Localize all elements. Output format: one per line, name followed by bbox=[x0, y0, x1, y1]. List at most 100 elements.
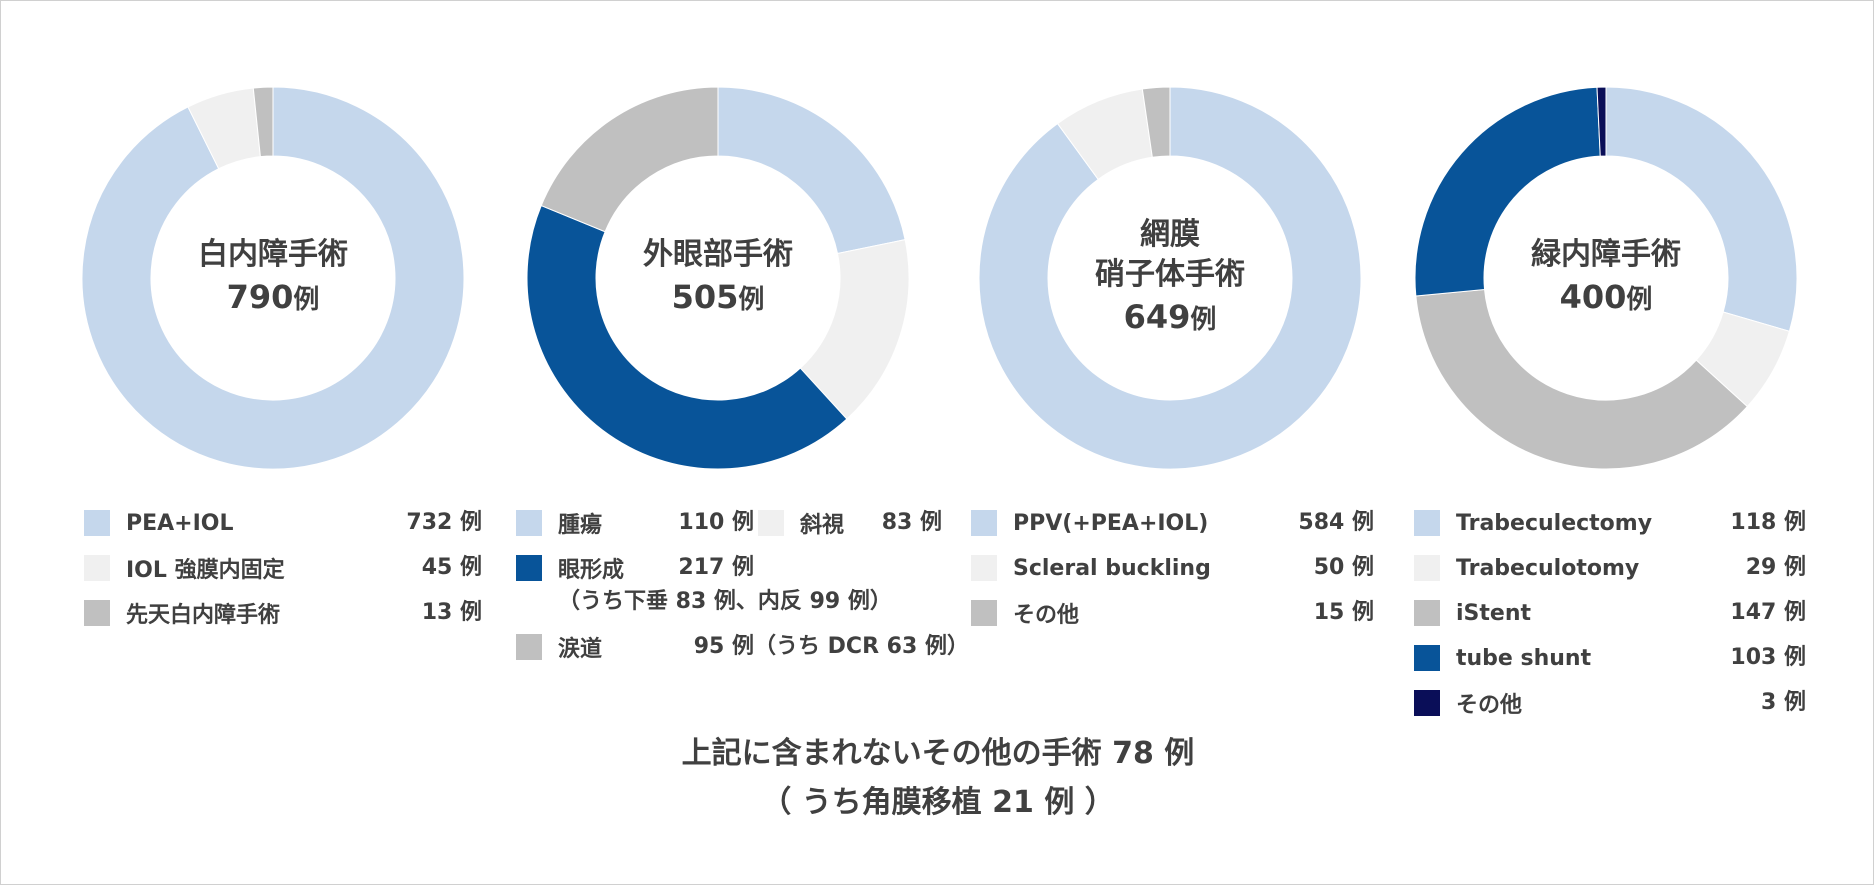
legend-value: 103 例 bbox=[1730, 645, 1806, 670]
donut-slice-0 bbox=[81, 86, 465, 470]
donut-svg-retina bbox=[978, 86, 1362, 470]
legend-item: Trabeculotomy bbox=[1414, 553, 1639, 583]
legend-sub-note: （うち DCR 63 例） bbox=[754, 634, 969, 659]
legend-value: 29 例 bbox=[1745, 555, 1806, 580]
chart-total: 400例 bbox=[1560, 275, 1653, 322]
legend-swatch bbox=[971, 600, 997, 626]
donut-chart-glaucoma: 緑内障手術 400例 bbox=[1406, 78, 1806, 478]
legend-item: PEA+IOL bbox=[84, 508, 234, 538]
legend-item: その他 bbox=[1414, 688, 1522, 718]
chart-total-unit: 例 bbox=[1190, 304, 1217, 335]
legend-swatch bbox=[1414, 690, 1440, 716]
legend-value: 217 例 bbox=[678, 555, 754, 580]
legend-swatch bbox=[1414, 645, 1440, 671]
legend-value: 50 例 bbox=[1313, 555, 1374, 580]
legend-label: PPV(+PEA+IOL) bbox=[1013, 510, 1209, 536]
legend-swatch bbox=[971, 510, 997, 536]
chart-total-value: 790 bbox=[226, 277, 294, 316]
legend-swatch bbox=[1414, 600, 1440, 626]
legend-item: Trabeculectomy bbox=[1414, 508, 1652, 538]
legend-label: その他 bbox=[1013, 603, 1080, 628]
legend-item: 先天白内障手術 bbox=[84, 598, 280, 628]
donut-slice-2 bbox=[1415, 288, 1748, 470]
donut-slice-2 bbox=[526, 204, 848, 470]
legend-value: 45 例 bbox=[421, 555, 482, 580]
legend-item: 斜視 bbox=[758, 508, 844, 538]
donut-svg-external-eye bbox=[526, 86, 910, 470]
legend-swatch bbox=[84, 510, 110, 536]
legend-value: 732 例 bbox=[406, 510, 482, 535]
donut-center-label: 外眼部手術 505例 bbox=[518, 78, 918, 478]
legend-item: 腫瘍 bbox=[516, 508, 602, 538]
donut-chart-cataract: 白内障手術 790例 bbox=[73, 78, 473, 478]
legend-swatch bbox=[1414, 510, 1440, 536]
legend-item: IOL 強膜内固定 bbox=[84, 553, 285, 583]
chart-total-unit: 例 bbox=[738, 284, 765, 315]
legend-value: 110 例 bbox=[678, 510, 754, 535]
donut-slice-3 bbox=[540, 86, 719, 233]
donut-svg-cataract bbox=[81, 86, 465, 470]
legend-sub-note: （うち下垂 83 例、内反 99 例） bbox=[558, 589, 892, 614]
legend-value: 147 例 bbox=[1730, 600, 1806, 625]
legend-item: PPV(+PEA+IOL) bbox=[971, 508, 1208, 538]
legend-item: その他 bbox=[971, 598, 1079, 628]
donut-chart-external-eye: 外眼部手術 505例 bbox=[518, 78, 918, 478]
footer-corneal-transplant: （ うち角膜移植 21 例 ） bbox=[761, 785, 1115, 820]
legend-label: PEA+IOL bbox=[126, 510, 234, 536]
chart-total: 649例 bbox=[1124, 295, 1217, 342]
legend-label: iStent bbox=[1456, 600, 1532, 626]
donut-center-label: 緑内障手術 400例 bbox=[1406, 78, 1806, 478]
legend-label: 涙道 bbox=[558, 637, 603, 662]
donut-slice-4 bbox=[1596, 86, 1607, 157]
legend-swatch bbox=[84, 600, 110, 626]
legend-label: 斜視 bbox=[800, 513, 845, 538]
legend-swatch bbox=[758, 510, 784, 536]
donut-center-label: 白内障手術 790例 bbox=[73, 78, 473, 478]
donut-slice-2 bbox=[1141, 86, 1171, 158]
chart-total-value: 505 bbox=[671, 277, 739, 316]
chart-total: 505例 bbox=[672, 275, 765, 322]
legend-label: tube shunt bbox=[1456, 645, 1592, 671]
legend-item: Scleral buckling bbox=[971, 553, 1211, 583]
legend-item: 涙道 bbox=[516, 632, 602, 662]
footer-other-surgeries: 上記に含まれないその他の手術 78 例 bbox=[681, 736, 1195, 771]
chart-title: 緑内障手術 bbox=[1531, 236, 1681, 272]
legend-item: tube shunt bbox=[1414, 643, 1591, 673]
legend-value: 13 例 bbox=[421, 600, 482, 625]
chart-total-unit: 例 bbox=[1626, 284, 1653, 315]
chart-total-value: 400 bbox=[1559, 277, 1627, 316]
legend-swatch bbox=[1414, 555, 1440, 581]
donut-slice-0 bbox=[1605, 86, 1798, 332]
legend-label: その他 bbox=[1456, 693, 1523, 718]
donut-slice-3 bbox=[1414, 86, 1601, 297]
legend-value: 83 例 bbox=[881, 510, 942, 535]
legend-swatch bbox=[516, 510, 542, 536]
chart-title: 白内障手術 bbox=[198, 236, 348, 272]
legend-swatch bbox=[971, 555, 997, 581]
legend-swatch bbox=[84, 555, 110, 581]
legend-item: 眼形成 bbox=[516, 553, 624, 583]
legend-label: 先天白内障手術 bbox=[126, 603, 281, 628]
donut-svg-glaucoma bbox=[1414, 86, 1798, 470]
legend-value: 15 例 bbox=[1313, 600, 1374, 625]
legend-value: 584 例 bbox=[1298, 510, 1374, 535]
legend-item: iStent bbox=[1414, 598, 1531, 628]
chart-total-value: 649 bbox=[1123, 297, 1191, 336]
legend-label: IOL 強膜内固定 bbox=[126, 558, 285, 583]
legend-value: 95 例 bbox=[693, 634, 754, 659]
legend-label: 腫瘍 bbox=[558, 513, 603, 538]
legend-label: 眼形成 bbox=[558, 558, 625, 583]
chart-total: 790例 bbox=[227, 275, 320, 322]
donut-chart-retina: 網膜 硝子体手術 649例 bbox=[970, 78, 1370, 478]
legend-value: 3 例 bbox=[1761, 690, 1806, 715]
legend-swatch bbox=[516, 555, 542, 581]
legend-label: Trabeculectomy bbox=[1456, 510, 1653, 536]
legend-value: 118 例 bbox=[1730, 510, 1806, 535]
donut-center-label: 網膜 硝子体手術 649例 bbox=[970, 78, 1370, 478]
donut-slice-2 bbox=[252, 86, 274, 158]
legend-label: Scleral buckling bbox=[1013, 555, 1211, 581]
chart-total-unit: 例 bbox=[293, 284, 320, 315]
chart-title: 外眼部手術 bbox=[643, 236, 793, 272]
chart-title: 網膜 硝子体手術 bbox=[1095, 216, 1245, 292]
